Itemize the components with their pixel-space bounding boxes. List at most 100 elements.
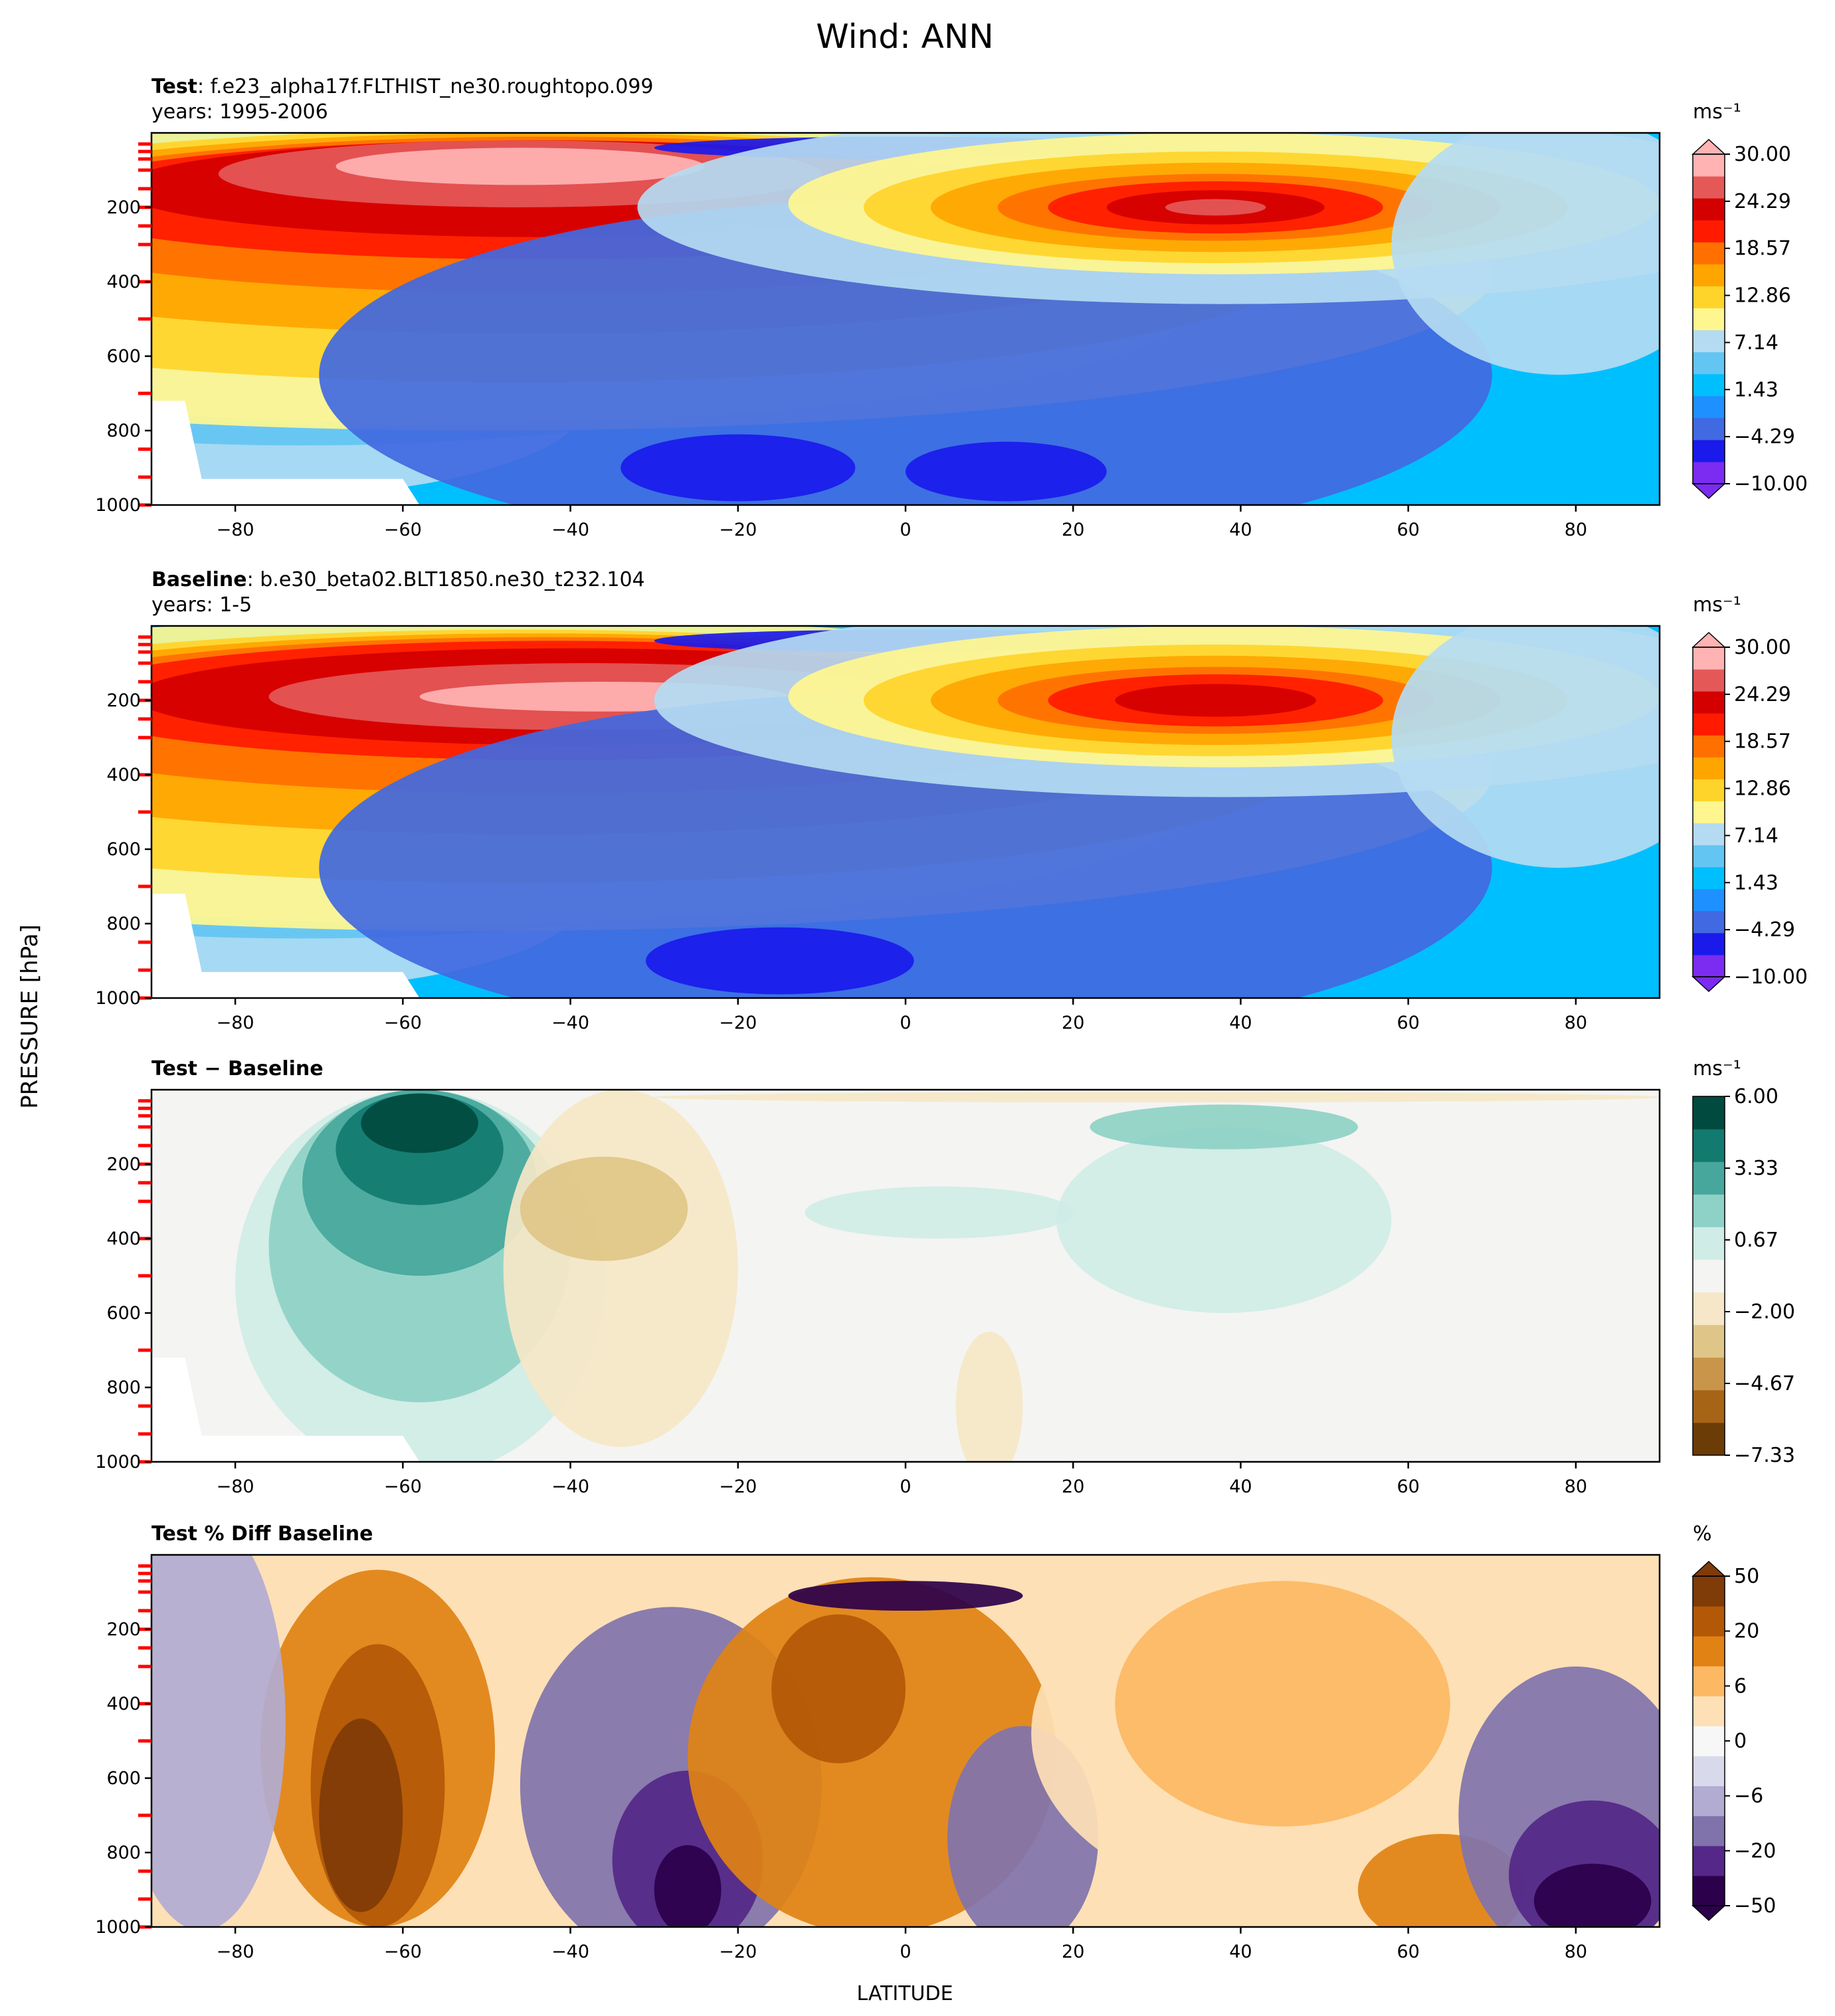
y-tick-label: 400 bbox=[106, 765, 141, 785]
x-tick-label: −80 bbox=[217, 1942, 254, 1962]
x-tick-label: −80 bbox=[217, 1013, 254, 1033]
y-tick-label: 600 bbox=[106, 346, 141, 367]
contour-field bbox=[151, 1090, 1660, 1462]
colorbar-unit: ms⁻¹ bbox=[1693, 593, 1741, 617]
y-tick-label: 200 bbox=[106, 1619, 141, 1640]
contour-field bbox=[151, 626, 1660, 998]
colorbar-tick-label: −6 bbox=[1734, 1785, 1763, 1808]
colorbar-tick-label: 3.33 bbox=[1734, 1157, 1779, 1180]
colorbar-unit: ms⁻¹ bbox=[1693, 1057, 1741, 1080]
y-axis-label: PRESSURE [hPa] bbox=[17, 924, 43, 1108]
x-tick-label: 20 bbox=[1062, 1942, 1084, 1962]
colorbar-tick-label: −50 bbox=[1734, 1894, 1776, 1918]
colorbar-tick-label: −10.00 bbox=[1734, 472, 1808, 496]
x-axis-label: LATITUDE bbox=[856, 1982, 953, 2005]
colorbar-tick-label: −4.67 bbox=[1734, 1372, 1795, 1395]
colorbar: 50 20 6 0 −6 −20 −50% bbox=[1691, 1522, 1776, 1922]
x-tick-label: 80 bbox=[1565, 520, 1587, 540]
y-tick-label: 200 bbox=[106, 1154, 141, 1175]
y-tick-label: 1000 bbox=[95, 988, 141, 1009]
x-tick-label: 0 bbox=[900, 520, 911, 540]
colorbar-tick-label: 6.00 bbox=[1734, 1085, 1779, 1108]
colorbar-tick-label: 50 bbox=[1734, 1565, 1759, 1588]
x-tick-label: −40 bbox=[551, 1942, 589, 1962]
y-tick-label: 1000 bbox=[95, 1452, 141, 1472]
colorbar-tick-label: 1.43 bbox=[1734, 871, 1779, 894]
x-tick-label: −60 bbox=[384, 1476, 422, 1497]
colorbar-unit: ms⁻¹ bbox=[1693, 100, 1741, 124]
x-tick-label: 40 bbox=[1229, 1942, 1252, 1962]
x-tick-label: −20 bbox=[719, 520, 757, 540]
panel-title: Test − Baseline bbox=[151, 1057, 324, 1080]
x-tick-label: 40 bbox=[1229, 1476, 1252, 1497]
y-tick-label: 600 bbox=[106, 1768, 141, 1789]
y-tick-label: 200 bbox=[106, 197, 141, 218]
colorbar-tick-label: 1.43 bbox=[1734, 378, 1779, 401]
x-tick-label: 60 bbox=[1397, 1942, 1419, 1962]
colorbar-tick-label: 20 bbox=[1734, 1620, 1759, 1643]
colorbar: 30.00 24.29 18.57 12.86 7.14 1.43 −4.29 −10.00 m… bbox=[1691, 100, 1808, 500]
x-tick-label: −60 bbox=[384, 520, 422, 540]
x-tick-label: 0 bbox=[900, 1476, 911, 1497]
y-tick-label: 200 bbox=[106, 690, 141, 711]
y-tick-label: 1000 bbox=[95, 1917, 141, 1938]
panel-title: Test % Diff Baseline bbox=[151, 1522, 373, 1546]
panel-4: Test % Diff Baseline2004006008001000−80−… bbox=[95, 1522, 1776, 1962]
panel-subtitle: years: 1-5 bbox=[151, 593, 252, 617]
x-tick-label: −60 bbox=[384, 1013, 422, 1033]
x-tick-label: 80 bbox=[1565, 1476, 1587, 1497]
panel-subtitle: years: 1995-2006 bbox=[151, 100, 328, 124]
y-tick-label: 800 bbox=[106, 1843, 141, 1863]
colorbar: 30.00 24.29 18.57 12.86 7.14 1.43 −4.29 −10.00 m… bbox=[1691, 593, 1808, 993]
x-tick-label: 80 bbox=[1565, 1942, 1587, 1962]
x-tick-label: 40 bbox=[1229, 1013, 1252, 1033]
x-tick-label: 60 bbox=[1397, 520, 1419, 540]
colorbar-tick-label: 30.00 bbox=[1734, 636, 1791, 659]
colorbar: 6.00 3.33 0.67 −2.00 −4.67 −7.33 ms⁻¹ bbox=[1692, 1057, 1795, 1467]
y-tick-label: 400 bbox=[106, 272, 141, 292]
x-tick-label: 0 bbox=[900, 1942, 911, 1962]
colorbar-unit: % bbox=[1693, 1522, 1712, 1546]
x-tick-label: −40 bbox=[551, 1476, 589, 1497]
y-tick-label: 800 bbox=[106, 1377, 141, 1398]
x-tick-label: 20 bbox=[1062, 1013, 1084, 1033]
figure-title: Wind: ANN bbox=[816, 17, 993, 56]
panel-1: Test: f.e23_alpha17f.FLTHIST_ne30.rought… bbox=[95, 75, 1808, 540]
x-tick-label: 60 bbox=[1397, 1476, 1419, 1497]
colorbar-tick-label: 12.86 bbox=[1734, 777, 1791, 801]
colorbar-tick-label: 12.86 bbox=[1734, 284, 1791, 308]
colorbar-tick-label: 0 bbox=[1734, 1730, 1747, 1753]
contour-field bbox=[151, 1555, 1660, 1927]
y-tick-label: 800 bbox=[106, 421, 141, 441]
colorbar-tick-label: −2.00 bbox=[1734, 1300, 1795, 1324]
topography-mask bbox=[151, 894, 420, 998]
y-tick-label: 1000 bbox=[95, 495, 141, 516]
topography-mask bbox=[151, 1358, 420, 1462]
contour-field bbox=[151, 133, 1660, 505]
y-tick-label: 400 bbox=[106, 1229, 141, 1249]
colorbar-tick-label: 6 bbox=[1734, 1674, 1747, 1698]
x-tick-label: 60 bbox=[1397, 1013, 1419, 1033]
colorbar-tick-label: −7.33 bbox=[1734, 1444, 1795, 1467]
colorbar-tick-label: 18.57 bbox=[1734, 730, 1791, 754]
panel-title: Test: f.e23_alpha17f.FLTHIST_ne30.rought… bbox=[151, 75, 653, 98]
topography-mask bbox=[151, 401, 420, 505]
y-tick-label: 600 bbox=[106, 839, 141, 860]
colorbar-tick-label: −4.29 bbox=[1734, 918, 1795, 942]
y-tick-label: 400 bbox=[106, 1694, 141, 1714]
x-tick-label: −80 bbox=[217, 1476, 254, 1497]
x-tick-label: −20 bbox=[719, 1013, 757, 1033]
colorbar-tick-label: 24.29 bbox=[1734, 683, 1791, 706]
x-tick-label: 20 bbox=[1062, 1476, 1084, 1497]
y-tick-label: 600 bbox=[106, 1303, 141, 1324]
x-tick-label: −20 bbox=[719, 1942, 757, 1962]
panel-2: Baseline: b.e30_beta02.BLT1850.ne30_t232… bbox=[95, 568, 1808, 1033]
x-tick-label: −80 bbox=[217, 520, 254, 540]
x-tick-label: 0 bbox=[900, 1013, 911, 1033]
y-tick-label: 800 bbox=[106, 914, 141, 934]
x-tick-label: −60 bbox=[384, 1942, 422, 1962]
x-tick-label: −40 bbox=[551, 1013, 589, 1033]
colorbar-tick-label: 0.67 bbox=[1734, 1229, 1779, 1252]
